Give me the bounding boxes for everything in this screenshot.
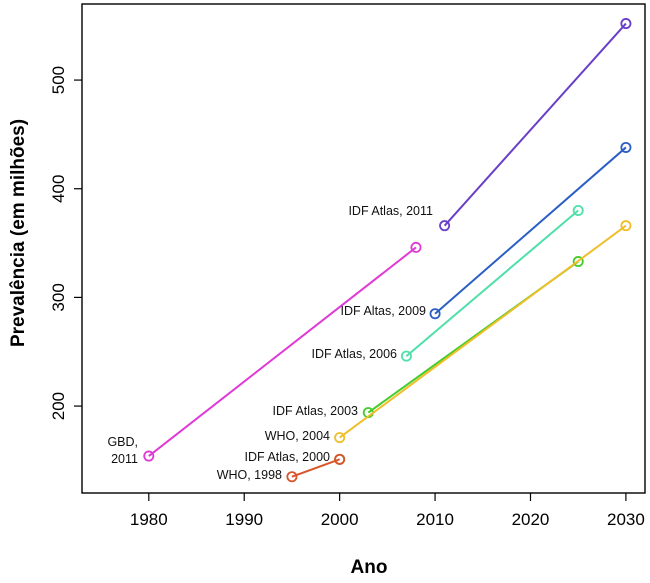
plot-frame bbox=[81, 3, 646, 494]
series-label-idf-atlas-2000: IDF Atlas, 2000 bbox=[245, 450, 331, 464]
series-point-gbd-2011-1 bbox=[410, 241, 422, 253]
series-point-idf-altas-2009-0 bbox=[429, 308, 441, 320]
y-tick-label-200: 200 bbox=[49, 392, 68, 420]
series-point-idf-atlas-2011-1 bbox=[620, 18, 632, 30]
series-point-who-2004-0 bbox=[334, 432, 346, 444]
series-line-idf-atlas-2006 bbox=[405, 209, 579, 357]
series-label-who-1998: WHO, 1998 bbox=[217, 468, 282, 482]
x-tick-label-2000: 2000 bbox=[321, 510, 359, 529]
series-point-who-1998-0 bbox=[286, 471, 298, 483]
series-label-idf-atlas-2003: IDF Atlas, 2003 bbox=[273, 404, 359, 418]
series-line-who-2004 bbox=[339, 224, 627, 439]
series-line-idf-atlas-2011 bbox=[443, 22, 627, 227]
series-point-idf-atlas-2011-0 bbox=[439, 220, 451, 232]
x-axis: 1980 1990 2000 2010 2020 2030 bbox=[130, 493, 645, 529]
series-label-gbd-2011: GBD, 2011 bbox=[107, 435, 138, 466]
x-axis-title: Ano bbox=[351, 557, 388, 578]
series-point-gbd-2011-0 bbox=[143, 450, 155, 462]
y-tick-label-300: 300 bbox=[49, 283, 68, 311]
label-layer: GBD, 2011 IDF Atlas, 2011 IDF Altas, 2009 ID… bbox=[107, 204, 433, 482]
series-point-idf-atlas-2003-1 bbox=[572, 256, 584, 268]
series-line-who-1998 bbox=[291, 458, 340, 478]
y-tick-label-400: 400 bbox=[49, 175, 68, 203]
series-label-idf-atlas-2011: IDF Atlas, 2011 bbox=[348, 204, 433, 218]
y-axis-title: Prevalência (em milhões) bbox=[8, 119, 29, 347]
series-point-idf-atlas-2006-0 bbox=[400, 350, 412, 362]
y-axis: 200 300 400 500 bbox=[49, 66, 82, 420]
series-point-who-2004-1 bbox=[620, 220, 632, 232]
series-label-who-2004: WHO, 2004 bbox=[265, 429, 330, 443]
series-label-idf-altas-2009: IDF Altas, 2009 bbox=[341, 304, 427, 318]
series-line-gbd-2011 bbox=[148, 246, 417, 457]
x-tick-label-2020: 2020 bbox=[512, 510, 550, 529]
series-point-idf-atlas-2006-1 bbox=[572, 204, 584, 216]
series-point-idf-altas-2009-1 bbox=[620, 141, 632, 153]
x-tick-label-1990: 1990 bbox=[225, 510, 263, 529]
series-point-who-1998-1 bbox=[334, 453, 346, 465]
series-label-idf-atlas-2006: IDF Atlas, 2006 bbox=[312, 347, 398, 361]
series-line-idf-altas-2009 bbox=[434, 146, 627, 315]
x-tick-label-1980: 1980 bbox=[130, 510, 168, 529]
x-tick-label-2010: 2010 bbox=[416, 510, 454, 529]
x-tick-label-2030: 2030 bbox=[607, 510, 645, 529]
series-layer bbox=[143, 18, 632, 483]
y-tick-label-500: 500 bbox=[49, 66, 68, 94]
